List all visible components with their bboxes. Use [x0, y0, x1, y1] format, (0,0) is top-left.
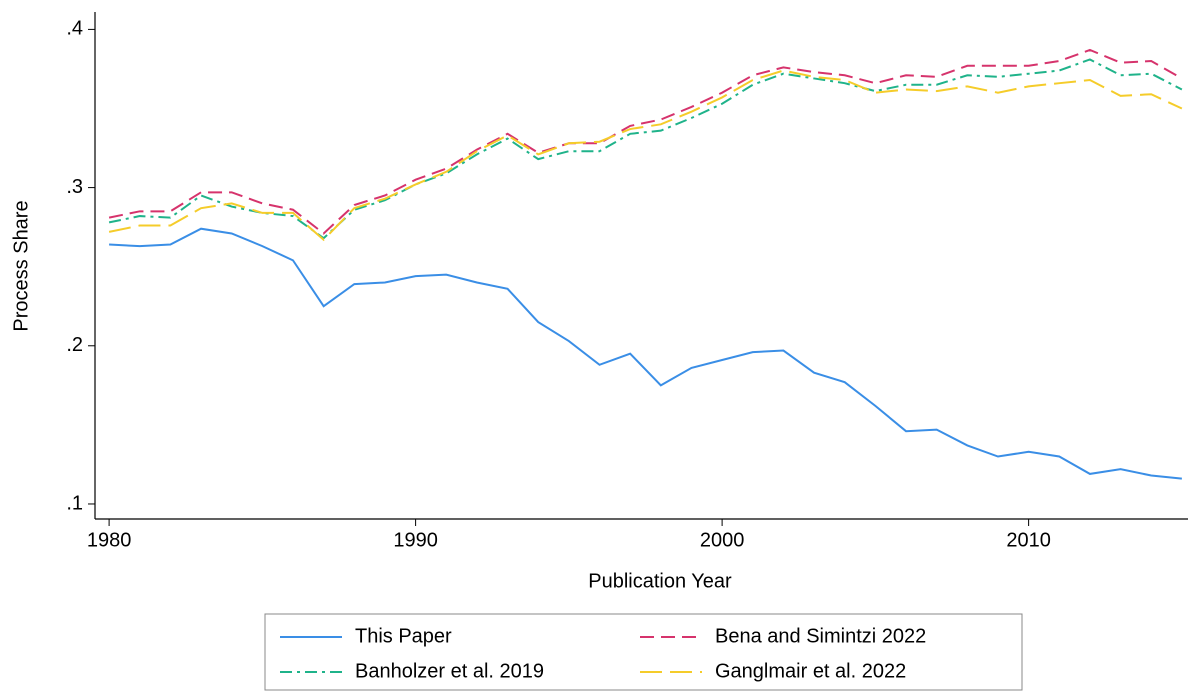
series-line: [108, 48, 1183, 235]
x-tick-label: 2010: [1006, 529, 1051, 551]
legend-box: [264, 613, 1023, 691]
legend-label: This Paper: [355, 625, 452, 647]
x-tick-label: 2000: [700, 529, 745, 551]
y-tick-label: .1: [66, 492, 83, 514]
x-tick-label: 1990: [393, 529, 438, 551]
series-line: [109, 227, 1182, 480]
legend-label: Ganglmair et al. 2022: [715, 660, 906, 682]
y-tick-label: .3: [66, 176, 83, 198]
legend-label: Bena and Simintzi 2022: [715, 625, 926, 647]
legend-label: Banholzer et al. 2019: [355, 660, 544, 682]
series-line: [108, 69, 1183, 242]
x-axis-title: Publication Year: [588, 570, 732, 592]
series-line: [108, 58, 1183, 240]
x-tick-label: 1980: [87, 529, 132, 551]
y-axis-title: Process Share: [10, 200, 32, 331]
y-tick-label: .2: [66, 334, 83, 356]
y-tick-label: .4: [66, 18, 83, 40]
